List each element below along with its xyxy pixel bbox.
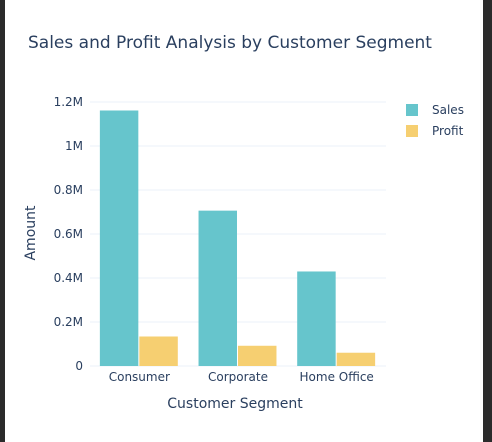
x-tick-label: Home Office (300, 370, 374, 384)
y-tick-label: 1M (65, 139, 83, 153)
y-tick-label: 0.6M (54, 227, 83, 241)
x-tick-label: Corporate (208, 370, 268, 384)
bar-profit[interactable] (238, 345, 277, 366)
y-tick-labels: 0 0.2M 0.4M 0.6M 0.8M 1M 1.2M (54, 95, 83, 373)
chart-card: Sales and Profit Analysis by Customer Se… (5, 0, 483, 442)
legend[interactable]: Sales Profit (406, 103, 464, 138)
bar-sales[interactable] (297, 271, 336, 366)
bar-sales[interactable] (99, 110, 139, 366)
y-axis-title: Amount (23, 205, 39, 261)
bars (99, 110, 376, 366)
y-tick-label: 1.2M (54, 95, 83, 109)
legend-label-sales[interactable]: Sales (432, 103, 464, 117)
bar-profit[interactable] (139, 336, 178, 366)
chart-title: Sales and Profit Analysis by Customer Se… (28, 33, 432, 53)
bar-chart: Sales and Profit Analysis by Customer Se… (23, 33, 464, 412)
bar-profit[interactable] (336, 352, 376, 366)
gridlines (90, 101, 386, 367)
legend-swatch-sales[interactable] (406, 104, 418, 116)
x-tick-labels: Consumer Corporate Home Office (109, 370, 374, 384)
bar-sales[interactable] (198, 210, 237, 366)
y-tick-label: 0.4M (54, 271, 83, 285)
y-tick-label: 0 (75, 359, 83, 373)
legend-swatch-profit[interactable] (406, 125, 418, 137)
x-axis-title: Customer Segment (167, 396, 303, 412)
y-tick-label: 0.2M (54, 315, 83, 329)
x-tick-label: Consumer (109, 370, 170, 384)
y-tick-label: 0.8M (54, 183, 83, 197)
legend-label-profit[interactable]: Profit (432, 124, 464, 138)
